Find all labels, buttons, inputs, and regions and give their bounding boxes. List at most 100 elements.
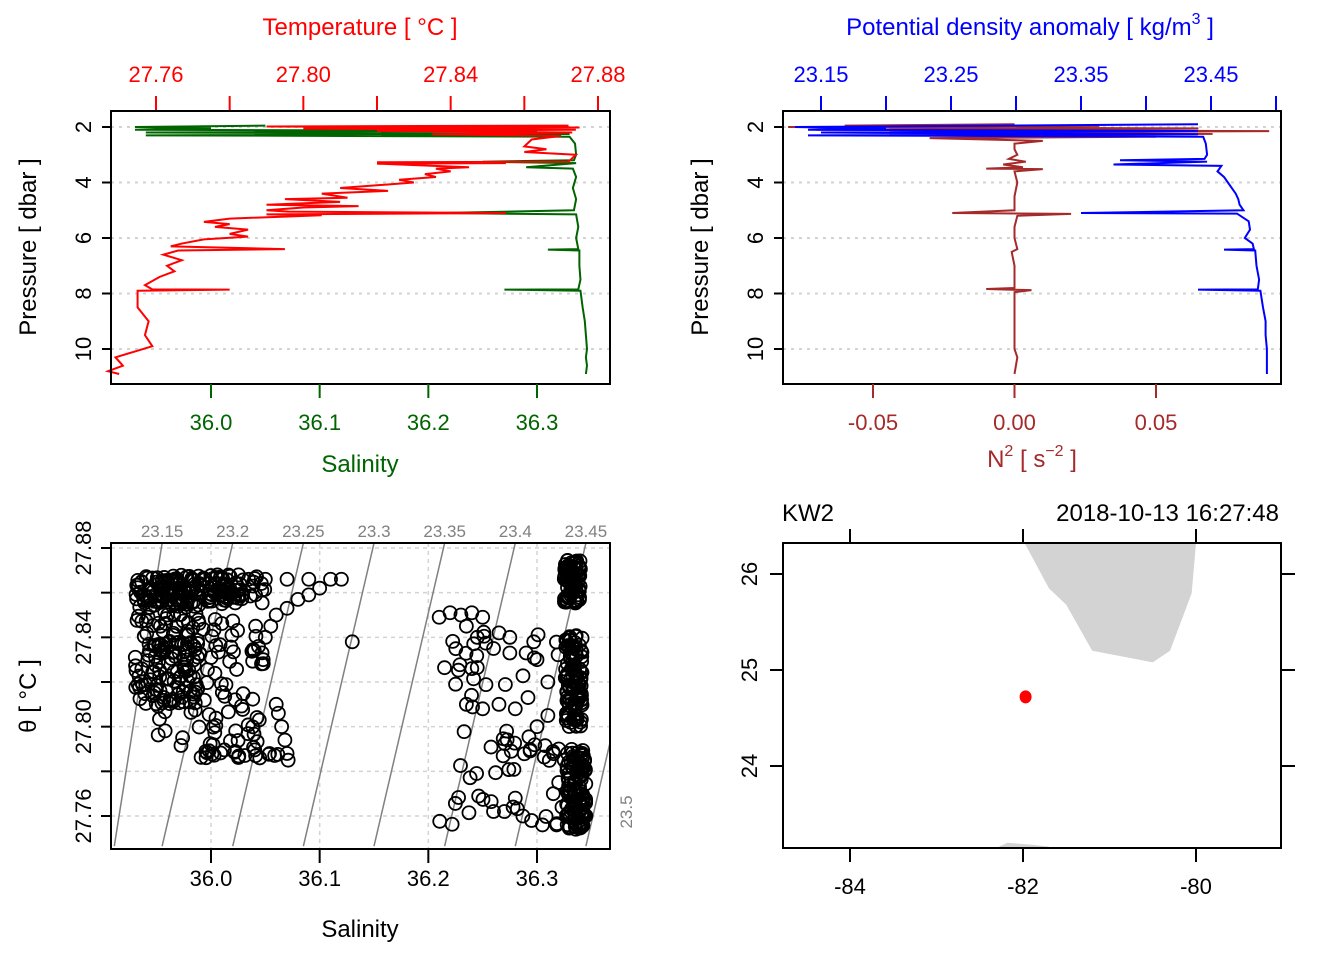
p2-y-ticks: 2 4 6 8 10 xyxy=(743,121,783,361)
p3-point xyxy=(279,600,295,616)
p3-isopycnal-label: 23.4 xyxy=(499,522,532,541)
p4-y-ticks: 24 25 26 xyxy=(737,562,1295,778)
p3-point xyxy=(230,622,245,638)
p3-isopycnal-line xyxy=(443,543,516,847)
p2-x-axis-label-n: N xyxy=(987,446,1004,473)
p3-point xyxy=(230,750,246,765)
p3-point xyxy=(540,674,556,690)
p1-series xyxy=(104,124,588,375)
p3-point xyxy=(207,725,223,741)
panel-ts-diagram: 23.15 23.2 23.25 23.3 23.35 23.4 23.45 23.5 27.… xyxy=(15,520,636,943)
p3-point xyxy=(160,607,175,623)
p3-point xyxy=(464,661,480,676)
panel-station-map: -84 -82 -80 24 25 26 KW2 2018-10-13 16:27:48 xyxy=(737,500,1295,899)
p3-point xyxy=(146,584,161,599)
p3-point xyxy=(526,650,542,666)
p3-point xyxy=(475,701,491,717)
p1-top-tick-label: 27.88 xyxy=(570,62,625,87)
p1-bottom-tick-label: 36.1 xyxy=(298,410,341,435)
p3-y-ticks: 27.76 27.80 27.84 27.88 xyxy=(71,520,111,844)
p4-station xyxy=(1019,690,1032,704)
p3-point xyxy=(223,639,239,655)
p2-grid xyxy=(783,126,1281,350)
p3-point xyxy=(574,649,590,665)
p3-isopycnal-line xyxy=(585,739,610,847)
p3-point xyxy=(301,571,317,587)
p3-point xyxy=(207,665,223,681)
p3-point xyxy=(145,664,161,680)
p3-point xyxy=(136,628,152,644)
p2-top-ticks: 23.15 23.25 23.35 23.45 xyxy=(793,62,1277,110)
p3-point xyxy=(549,817,564,833)
p3-point xyxy=(535,817,550,833)
p3-point xyxy=(444,816,460,832)
p3-isopycnal-label: 23.45 xyxy=(565,522,608,541)
p2-top-axis-label: Potential density anomaly [ kg/m3 ] xyxy=(846,11,1214,41)
p3-point xyxy=(149,678,165,693)
p2-top-tick-label: 23.35 xyxy=(1053,62,1108,87)
p3-point xyxy=(245,653,261,669)
p3-point xyxy=(475,792,491,807)
p3-point xyxy=(501,762,517,777)
p3-point xyxy=(214,685,230,700)
p3-point xyxy=(502,629,518,645)
p3-point xyxy=(277,732,293,748)
p3-point xyxy=(235,702,251,717)
p3-point xyxy=(522,742,538,758)
p2-density-line xyxy=(794,123,1268,374)
p3-x-tick-label: 36.0 xyxy=(190,866,233,891)
p3-point xyxy=(270,705,286,721)
p3-point xyxy=(469,629,485,645)
p3-x-tick-label: 36.3 xyxy=(516,866,559,891)
p4-x-tick-label: -80 xyxy=(1180,874,1212,899)
p3-point xyxy=(132,599,148,615)
p3-point xyxy=(179,628,195,644)
p3-point xyxy=(175,613,191,629)
p3-point xyxy=(150,727,166,743)
p3-point xyxy=(228,723,244,739)
p3-point xyxy=(225,613,241,629)
p3-point xyxy=(520,690,536,705)
p4-land-cuba-north-coast xyxy=(997,842,1049,848)
p3-x-tick-label: 36.2 xyxy=(407,866,450,891)
p3-point xyxy=(469,660,485,675)
p2-top-axis-label-sup: 3 xyxy=(1192,11,1201,28)
p1-y-tick-label: 2 xyxy=(71,121,96,133)
p3-point xyxy=(279,746,295,761)
p3-point xyxy=(255,652,271,668)
p3-point xyxy=(564,585,580,601)
p4-y-tick-label: 25 xyxy=(737,658,762,682)
p1-y-tick-label: 6 xyxy=(71,232,96,244)
p4-land xyxy=(997,543,1196,848)
p3-point xyxy=(235,572,251,588)
p2-x-axis-label-sup2: −2 xyxy=(1045,443,1063,460)
p1-x-axis-label: Salinity xyxy=(321,451,398,478)
p3-point xyxy=(333,571,349,587)
p3-point xyxy=(176,636,192,652)
p3-point xyxy=(227,589,243,605)
p3-point xyxy=(566,696,582,712)
p3-point xyxy=(196,692,212,708)
p2-bottom-tick-label: 0.05 xyxy=(1135,410,1178,435)
p3-point xyxy=(191,719,207,735)
p3-point xyxy=(483,739,499,755)
p3-point xyxy=(541,752,557,768)
p3-point xyxy=(560,786,576,802)
p3-point xyxy=(515,668,531,684)
p3-point xyxy=(458,696,474,712)
p3-point xyxy=(573,695,589,711)
p1-bottom-tick-label: 36.0 xyxy=(190,410,233,435)
p4-land-florida-mainland xyxy=(1024,543,1196,663)
p3-point xyxy=(274,719,290,735)
map-timestamp: 2018-10-13 16:27:48 xyxy=(1056,500,1279,527)
p1-bottom-tick-label: 36.3 xyxy=(516,410,559,435)
p3-point xyxy=(567,658,582,673)
p3-point xyxy=(507,735,523,751)
p3-point xyxy=(572,769,588,785)
p3-point xyxy=(249,710,265,725)
p3-point xyxy=(568,718,584,734)
p3-point xyxy=(208,710,224,726)
p3-point xyxy=(526,634,542,650)
p3-point xyxy=(515,808,531,824)
p3-point xyxy=(323,571,338,587)
